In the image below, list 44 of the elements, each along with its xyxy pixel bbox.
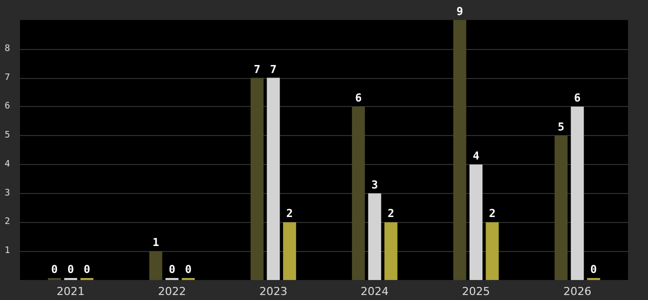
data-label: 0 — [84, 263, 90, 276]
y-tick-label: 7 — [4, 72, 10, 83]
bar — [352, 106, 365, 280]
data-label: 6 — [574, 92, 582, 105]
x-tick-label: 2024 — [360, 285, 389, 298]
bar — [368, 193, 382, 280]
y-tick-label: 3 — [4, 188, 10, 198]
data-label: 6 — [355, 92, 362, 105]
x-tick-label: 2022 — [158, 285, 186, 298]
data-label: 2 — [286, 207, 293, 220]
bar — [250, 78, 264, 280]
data-label: 2 — [488, 207, 496, 220]
data-label: 0 — [67, 263, 74, 276]
data-label: 0 — [51, 263, 58, 276]
bar — [486, 222, 499, 280]
data-label: 5 — [558, 120, 564, 134]
y-tick-label: 1 — [4, 246, 10, 256]
data-label: 0 — [168, 263, 176, 276]
bar — [554, 136, 568, 280]
data-label: 7 — [254, 62, 260, 76]
data-label: 4 — [472, 149, 480, 162]
y-tick-label: 8 — [4, 44, 10, 54]
x-tick-label: 2023 — [259, 285, 288, 298]
y-tick-label: 4 — [4, 159, 10, 170]
data-label: 7 — [270, 62, 277, 76]
data-label: 3 — [371, 178, 378, 192]
data-label: 9 — [456, 5, 464, 18]
bar — [570, 106, 584, 280]
bar — [384, 222, 398, 280]
x-tick-label: 2026 — [563, 285, 592, 298]
x-tick-label: 2021 — [56, 285, 85, 298]
data-label: 0 — [184, 263, 192, 276]
bar — [266, 78, 280, 280]
data-label: 1 — [152, 236, 160, 250]
bar — [149, 251, 162, 280]
bar — [453, 20, 466, 280]
data-label: 2 — [388, 207, 394, 220]
bar — [470, 164, 482, 280]
bar — [283, 222, 296, 280]
y-tick-label: 6 — [4, 102, 10, 112]
x-tick-label: 2025 — [462, 285, 490, 298]
data-label: 0 — [590, 263, 597, 276]
y-tick-label: 2 — [4, 217, 10, 228]
y-tick-label: 5 — [4, 130, 10, 141]
